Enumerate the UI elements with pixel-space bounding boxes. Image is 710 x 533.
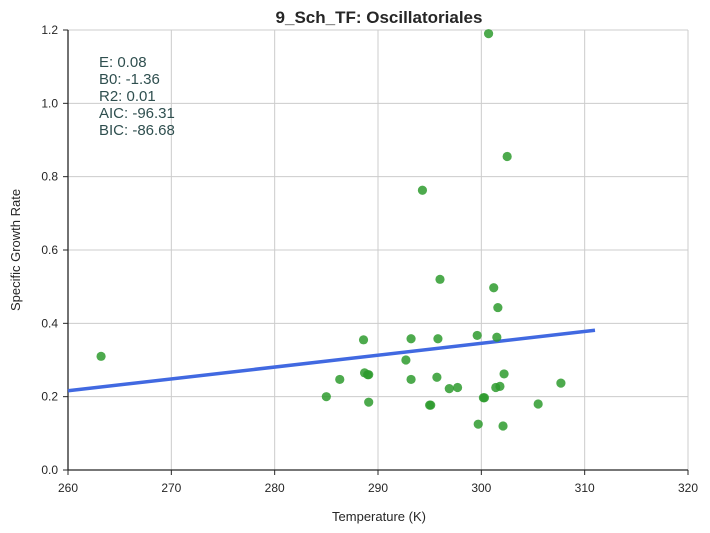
data-point xyxy=(358,335,369,345)
stat-e: E: 0.08 xyxy=(99,54,147,71)
data-point xyxy=(406,374,416,385)
x-tick-label: 270 xyxy=(161,481,181,495)
data-point xyxy=(452,382,463,393)
x-axis-label: Temperature (K) xyxy=(332,509,426,524)
data-point xyxy=(406,334,416,344)
data-point xyxy=(499,369,509,379)
data-point xyxy=(533,399,543,409)
grid xyxy=(67,29,689,471)
data-point xyxy=(364,370,374,380)
data-point xyxy=(483,29,494,39)
data-point xyxy=(498,421,508,431)
y-tick-label: 0.2 xyxy=(41,390,58,404)
data-point xyxy=(472,330,482,341)
data-point xyxy=(426,400,436,410)
y-tick-label: 1.2 xyxy=(41,23,58,37)
chart-title: 9_Sch_TF: Oscillatoriales xyxy=(276,8,483,27)
data-point xyxy=(435,274,445,284)
y-tick-label: 0.8 xyxy=(41,170,58,184)
data-point xyxy=(401,355,411,365)
x-tick-label: 260 xyxy=(58,481,78,495)
stat-bic: BIC: -86.68 xyxy=(99,122,175,139)
data-point xyxy=(364,397,374,407)
data-point xyxy=(556,378,566,388)
fit-layer xyxy=(67,328,596,393)
data-point xyxy=(335,374,345,385)
fit-statistics: E: 0.08 B0: -1.36 R2: 0.01 AIC: -96.31 B… xyxy=(99,54,175,139)
fit-line xyxy=(67,328,596,393)
y-axis-label: Specific Growth Rate xyxy=(8,189,23,311)
x-tick-label: 310 xyxy=(575,481,595,495)
data-point xyxy=(502,151,512,162)
data-point xyxy=(492,332,502,342)
data-points xyxy=(96,29,566,431)
labels: 9_Sch_TF: Oscillatoriales Temperature (K… xyxy=(8,8,482,524)
data-point xyxy=(489,283,499,293)
data-point xyxy=(493,302,503,313)
data-point xyxy=(473,419,483,429)
data-point xyxy=(96,351,106,361)
data-point xyxy=(417,185,428,195)
x-tick-label: 290 xyxy=(368,481,388,495)
axes: 260 270 280 290 300 310 320 0.0 0.2 0.4 0.6 0.8 1.0 1… xyxy=(41,23,698,495)
data-point xyxy=(444,384,454,394)
x-tick-label: 280 xyxy=(265,481,285,495)
y-tick-label: 0.6 xyxy=(41,243,58,257)
stat-b0: B0: -1.36 xyxy=(99,71,160,88)
data-point xyxy=(321,392,331,402)
stat-aic: AIC: -96.31 xyxy=(99,105,175,122)
stat-r2: R2: 0.01 xyxy=(99,88,156,105)
x-tick-label: 300 xyxy=(471,481,491,495)
y-tick-label: 0.4 xyxy=(41,316,58,330)
data-point xyxy=(495,381,505,391)
y-tick-label: 1.0 xyxy=(41,96,58,110)
x-tick-label: 320 xyxy=(678,481,698,495)
data-point xyxy=(479,393,490,403)
data-point xyxy=(433,334,443,344)
y-tick-label: 0.0 xyxy=(41,463,58,477)
data-point xyxy=(432,372,442,382)
